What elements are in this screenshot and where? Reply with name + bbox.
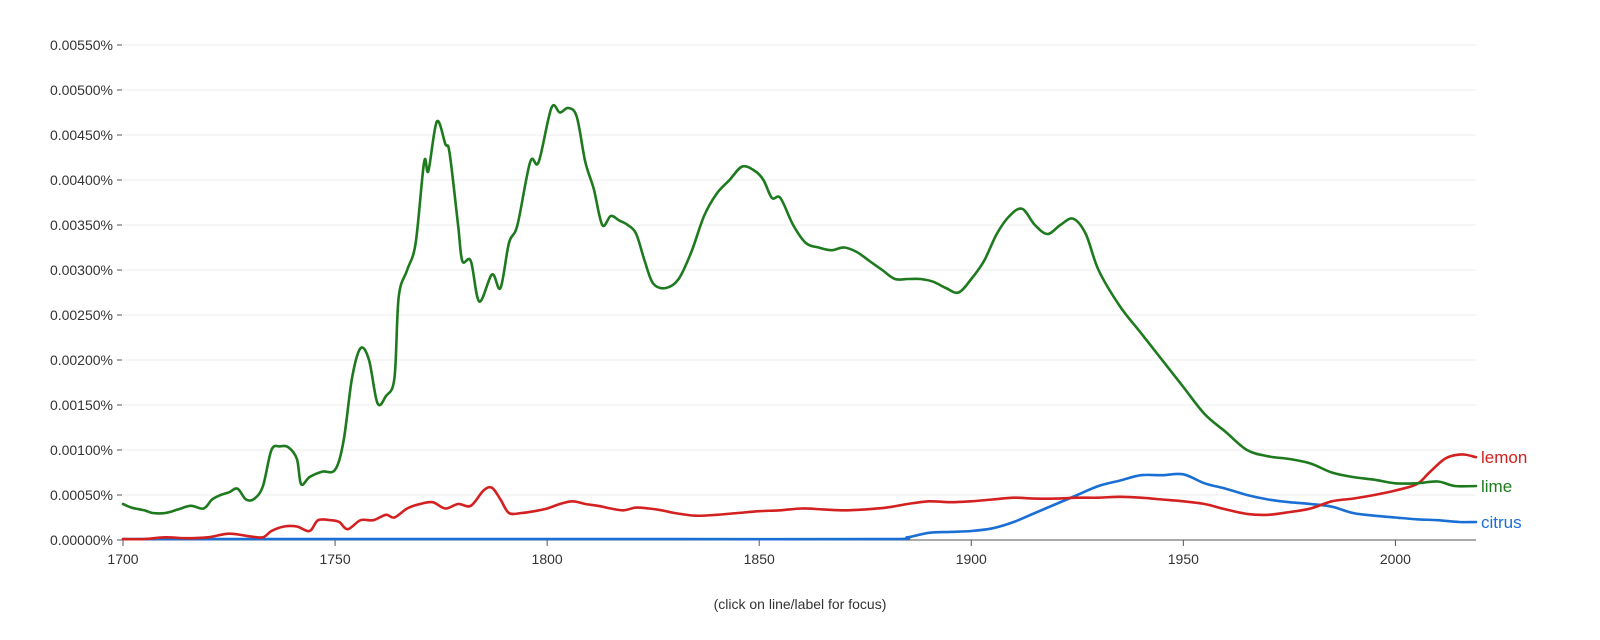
y-tick-label: 0.00050% (50, 487, 113, 503)
series-labels[interactable]: lemon lime citrus (1481, 448, 1527, 532)
gridlines (123, 44, 1476, 496)
x-tick-label: 1950 (1168, 551, 1199, 567)
y-tick-label: 0.00500% (50, 82, 113, 98)
y-tick-label: 0.00550% (50, 37, 113, 53)
x-tick-label: 1900 (956, 551, 987, 567)
series-lines[interactable] (121, 103, 1478, 541)
series-line-citrus[interactable] (121, 472, 1478, 541)
y-tick-label: 0.00100% (50, 442, 113, 458)
x-tick-label: 1750 (319, 551, 350, 567)
axes: 0.00000% 0.00050% 0.00100% 0.00150% 0.00200%… (50, 37, 1476, 567)
y-tick-label: 0.00150% (50, 397, 113, 413)
x-tick-label: 1800 (532, 551, 563, 567)
y-tick-label: 0.00450% (50, 127, 113, 143)
y-tick-label: 0.00000% (50, 532, 113, 548)
series-line-lemon[interactable] (121, 453, 1478, 541)
y-tick-label: 0.00250% (50, 307, 113, 323)
series-label-lime[interactable]: lime (1481, 477, 1512, 496)
y-tick-label: 0.00400% (50, 172, 113, 188)
x-tick-label: 1700 (107, 551, 138, 567)
y-tick-label: 0.00300% (50, 262, 113, 278)
x-tick-label: 2000 (1380, 551, 1411, 567)
focus-hint: (click on line/label for focus) (713, 596, 887, 612)
series-label-citrus[interactable]: citrus (1481, 513, 1522, 532)
series-label-lemon[interactable]: lemon (1481, 448, 1527, 467)
y-tick-label: 0.00200% (50, 352, 113, 368)
x-tick-label: 1850 (744, 551, 775, 567)
series-line-lime[interactable] (121, 103, 1478, 515)
y-tick-label: 0.00350% (50, 217, 113, 233)
